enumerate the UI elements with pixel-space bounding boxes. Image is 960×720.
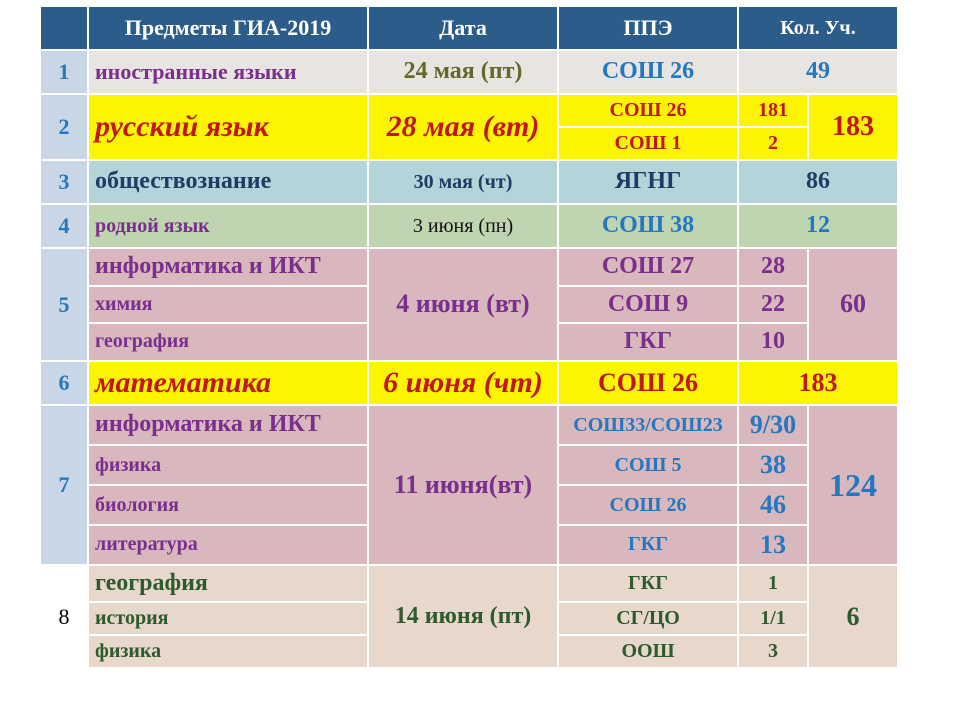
count-cell: 12: [738, 204, 898, 248]
subject-cell: информатика и ИКТ: [88, 405, 368, 445]
subject-cell: география: [88, 323, 368, 361]
subject-cell: информатика и ИКТ: [88, 248, 368, 286]
ppe-cell: СОШ 9: [558, 286, 738, 324]
subject-cell: литература: [88, 525, 368, 565]
ppe-cell: СОШ 26: [558, 94, 738, 127]
total-cell: 124: [808, 405, 898, 565]
date-cell: 24 мая (пт): [368, 50, 558, 94]
ppe-cell: СОШ 1: [558, 127, 738, 160]
subcount-cell: 28: [738, 248, 808, 286]
subcount-cell: 13: [738, 525, 808, 565]
date-cell: 28 мая (вт): [368, 94, 558, 160]
total-cell: 60: [808, 248, 898, 361]
subject-cell: физика: [88, 445, 368, 485]
row-number: 6: [40, 361, 88, 406]
subject-cell: иностранные языки: [88, 50, 368, 94]
subcount-cell: 2: [738, 127, 808, 160]
header-ppe: ППЭ: [558, 6, 738, 50]
subject-cell: химия: [88, 286, 368, 324]
date-cell: 30 мая (чт): [368, 160, 558, 204]
header-date: Дата: [368, 6, 558, 50]
subject-cell: математика: [88, 361, 368, 406]
date-cell: 6 июня (чт): [368, 361, 558, 406]
date-cell: 11 июня(вт): [368, 405, 558, 565]
ppe-cell: ЯГНГ: [558, 160, 738, 204]
ppe-cell: СОШ 26: [558, 485, 738, 525]
ppe-cell: СОШ 38: [558, 204, 738, 248]
subject-cell: родной язык: [88, 204, 368, 248]
ppe-cell: СОШ 26: [558, 50, 738, 94]
subject-cell: русский язык: [88, 94, 368, 160]
header-subjects: Предметы ГИА-2019: [88, 6, 368, 50]
date-cell: 3 июня (пн): [368, 204, 558, 248]
subject-cell: история: [88, 602, 368, 635]
ppe-cell: СОШ33/СОШ23: [558, 405, 738, 445]
count-cell: 86: [738, 160, 898, 204]
row-number: 2: [40, 94, 88, 160]
row-number: 7: [40, 405, 88, 565]
total-cell: 183: [808, 94, 898, 160]
ppe-cell: ГКГ: [558, 565, 738, 603]
row-number: 8: [40, 565, 88, 669]
ppe-cell: ГКГ: [558, 525, 738, 565]
ppe-cell: ООШ: [558, 635, 738, 668]
subcount-cell: 1: [738, 565, 808, 603]
date-cell: 14 июня (пт): [368, 565, 558, 669]
subcount-cell: 181: [738, 94, 808, 127]
schedule-table: Предметы ГИА-2019ДатаППЭКол. Уч.1иностра…: [40, 6, 948, 668]
subcount-cell: 38: [738, 445, 808, 485]
subcount-cell: 3: [738, 635, 808, 668]
ppe-cell: СГ/ЦО: [558, 602, 738, 635]
subcount-cell: 10: [738, 323, 808, 361]
row-number: 4: [40, 204, 88, 248]
header-blank: [40, 6, 88, 50]
row-number: 3: [40, 160, 88, 204]
count-cell: 49: [738, 50, 898, 94]
ppe-cell: СОШ 26: [558, 361, 738, 406]
subcount-cell: 46: [738, 485, 808, 525]
subject-cell: география: [88, 565, 368, 603]
subcount-cell: 22: [738, 286, 808, 324]
ppe-cell: СОШ 5: [558, 445, 738, 485]
row-number: 1: [40, 50, 88, 94]
subcount-cell: 9/30: [738, 405, 808, 445]
total-cell: 6: [808, 565, 898, 669]
count-cell: 183: [738, 361, 898, 406]
ppe-cell: ГКГ: [558, 323, 738, 361]
subject-cell: обществознание: [88, 160, 368, 204]
ppe-cell: СОШ 27: [558, 248, 738, 286]
row-number: 5: [40, 248, 88, 361]
date-cell: 4 июня (вт): [368, 248, 558, 361]
subcount-cell: 1/1: [738, 602, 808, 635]
header-count: Кол. Уч.: [738, 6, 898, 50]
subject-cell: физика: [88, 635, 368, 668]
subject-cell: биология: [88, 485, 368, 525]
